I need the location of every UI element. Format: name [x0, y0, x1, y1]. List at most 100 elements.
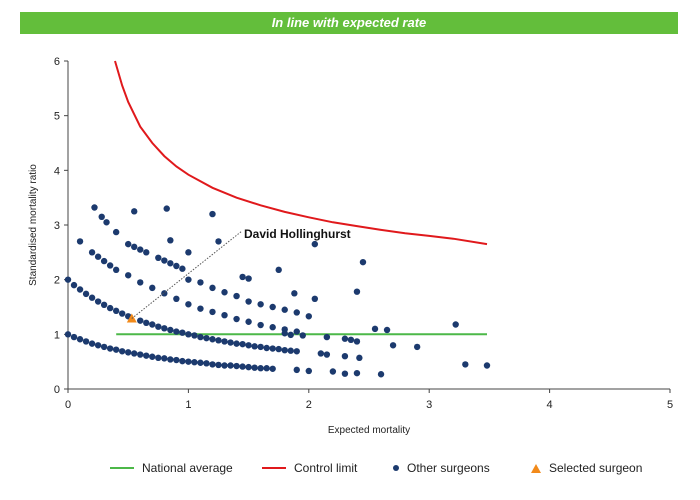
data-point	[131, 208, 138, 215]
data-point	[88, 249, 96, 256]
data-point	[221, 338, 228, 345]
data-point	[91, 204, 98, 211]
data-point	[257, 301, 264, 308]
data-point	[353, 338, 361, 345]
data-point	[179, 265, 186, 272]
data-point	[233, 362, 240, 370]
data-point	[245, 342, 252, 349]
data-point	[197, 333, 204, 341]
data-point	[112, 307, 120, 315]
data-point	[227, 362, 234, 369]
data-point	[269, 365, 276, 372]
data-point	[88, 340, 96, 347]
data-point	[197, 279, 204, 286]
data-point	[209, 284, 216, 292]
data-point	[281, 330, 288, 337]
legend-label: Control limit	[294, 461, 358, 475]
data-point	[185, 331, 192, 338]
data-point	[341, 335, 349, 342]
data-point	[173, 295, 180, 302]
data-point	[143, 249, 150, 256]
data-point	[173, 356, 180, 364]
data-point	[125, 349, 132, 356]
data-point	[155, 354, 162, 362]
data-point	[143, 352, 150, 359]
data-point	[112, 346, 120, 353]
legend-label: National average	[142, 461, 233, 475]
data-point	[353, 369, 361, 377]
data-point	[137, 317, 144, 324]
data-point	[245, 363, 252, 371]
legend: National average Control limit Other surge…	[110, 458, 690, 478]
series-line-control-limit	[114, 60, 488, 246]
data-point	[263, 365, 270, 372]
data-point	[233, 340, 240, 347]
data-point	[293, 348, 300, 355]
data-point	[149, 284, 156, 292]
legend-item: Control limit	[262, 458, 357, 478]
data-point	[269, 345, 276, 352]
data-point	[197, 305, 204, 312]
data-point	[356, 354, 363, 362]
data-point	[131, 243, 138, 251]
legend-item: Other surgeons	[393, 458, 490, 478]
x-tick-label: 0	[65, 399, 71, 411]
data-point	[287, 331, 294, 339]
data-point	[106, 262, 114, 269]
data-point	[173, 262, 180, 270]
data-point	[191, 332, 198, 339]
x-tick-label: 5	[667, 399, 673, 411]
data-point	[462, 361, 469, 368]
data-point	[215, 238, 222, 245]
data-point	[191, 359, 198, 366]
data-point	[377, 371, 385, 378]
data-point	[118, 310, 126, 317]
data-point	[257, 343, 264, 351]
data-point	[70, 333, 78, 341]
legend-item: National average	[110, 458, 233, 478]
data-point	[163, 205, 170, 212]
data-point	[323, 333, 331, 341]
legend-triangle-swatch	[531, 463, 541, 473]
y-tick-label: 3	[54, 220, 60, 232]
data-point	[203, 360, 210, 367]
data-point	[413, 343, 421, 351]
x-tick-label: 2	[306, 399, 312, 411]
data-point	[197, 359, 204, 366]
data-point	[64, 276, 72, 283]
data-point	[371, 325, 379, 333]
data-point	[82, 338, 90, 345]
data-point	[209, 361, 216, 368]
data-point	[281, 346, 288, 354]
y-axis-label: Standardised mortality ratio	[28, 164, 39, 286]
y-tick-label: 1	[54, 329, 60, 341]
data-point	[215, 337, 222, 344]
data-point	[161, 290, 168, 297]
data-point	[291, 290, 298, 297]
data-point	[269, 324, 276, 331]
data-point	[173, 328, 180, 335]
data-point	[317, 350, 325, 357]
data-point	[94, 253, 102, 260]
data-point	[275, 345, 282, 353]
y-tick-label: 5	[54, 111, 60, 123]
x-axis-label: Expected mortality	[328, 425, 410, 436]
data-point	[341, 353, 349, 360]
data-point	[161, 325, 168, 332]
data-point	[203, 334, 210, 342]
legend-label: Selected surgeon	[549, 461, 643, 475]
data-point	[452, 321, 459, 328]
y-tick-label: 0	[54, 384, 60, 396]
data-point	[221, 362, 228, 369]
data-point	[209, 210, 216, 218]
data-point	[323, 351, 331, 358]
legend-label: Other surgeons	[407, 461, 490, 475]
data-point	[239, 363, 246, 370]
data-point	[209, 336, 216, 343]
data-point	[143, 319, 150, 327]
data-point	[221, 289, 228, 296]
data-point	[239, 340, 246, 348]
data-point	[106, 345, 114, 352]
data-point	[233, 292, 240, 300]
y-tick-label: 4	[54, 165, 60, 177]
